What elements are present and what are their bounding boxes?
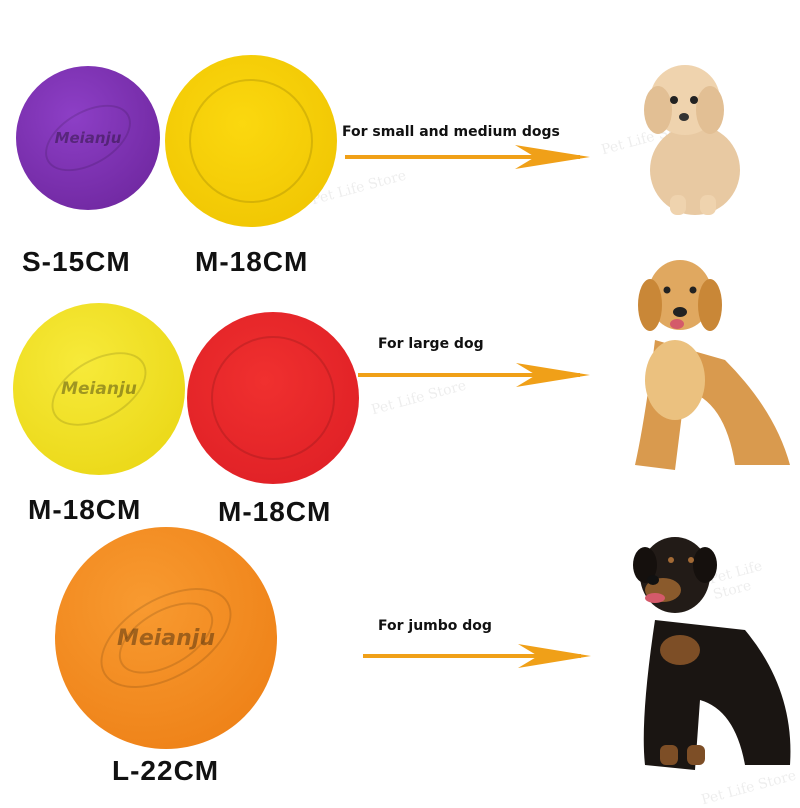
caption: For small and medium dogs	[342, 124, 560, 140]
brand-logo: Meianju	[54, 129, 122, 147]
size-label: M-18CM	[195, 246, 309, 277]
yellow-frisbee-disc: Meianju	[13, 303, 185, 475]
brand-logo: Meianju	[116, 625, 216, 651]
size-label: L-22CM	[112, 755, 220, 786]
caption: For large dog	[378, 336, 484, 352]
purple-frisbee-disc: Meianju	[16, 66, 160, 210]
poodle-dog-image	[644, 65, 740, 215]
brand-logo: Meianju	[61, 379, 137, 399]
arrow-right-icon	[363, 644, 591, 668]
arrow-right-icon	[345, 145, 590, 169]
size-label: M-18CM	[28, 494, 142, 525]
golden-retriever-image	[635, 260, 790, 470]
size-label: M-18CM	[218, 496, 332, 527]
caption: For jumbo dog	[378, 618, 492, 634]
yellow-frisbee-disc	[165, 55, 337, 227]
size-label: S-15CM	[22, 246, 131, 277]
orange-frisbee-disc: Meianju	[55, 527, 277, 749]
red-frisbee-disc	[187, 312, 359, 484]
rottweiler-image	[633, 537, 791, 770]
arrow-right-icon	[358, 363, 590, 387]
